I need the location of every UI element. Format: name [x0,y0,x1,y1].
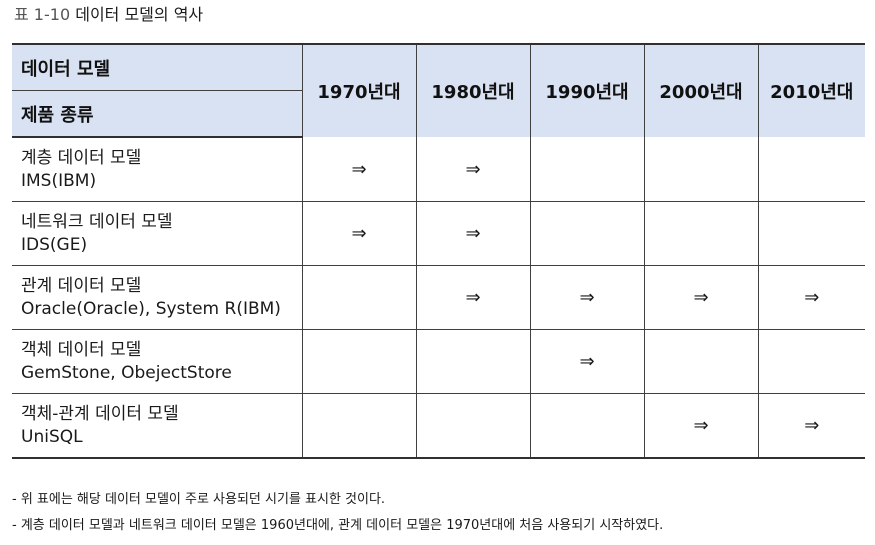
header-year-1970s: 1970년대 [301,43,417,137]
model-name: 객체 데이터 모델 [21,339,142,360]
model-cell: 객체-관계 데이터 모델 UniSQL [12,393,302,459]
period-mark: ⇒ [529,329,644,394]
header-product-type: 제품 종류 [12,90,303,138]
header-year-2010s: 2010년대 [757,43,865,137]
model-name: 관계 데이터 모델 [21,275,142,296]
model-products: IMS(IBM) [21,170,97,191]
period-mark [529,137,644,202]
period-mark [643,329,758,394]
caption-title: 데이터 모델의 역사 [75,5,204,24]
period-mark [301,393,416,459]
period-mark: ⇒ [415,201,530,266]
header-year-1980s: 1980년대 [415,43,531,137]
model-name: 계층 데이터 모델 [21,147,142,168]
model-products: Oracle(Oracle), System R(IBM) [21,298,281,319]
period-mark: ⇒ [301,137,416,202]
header-year-2000s: 2000년대 [643,43,759,137]
model-name: 네트워크 데이터 모델 [21,211,173,232]
note-line: - 계층 데이터 모델과 네트워크 데이터 모델은 1960년대에, 관계 데이… [12,518,664,533]
period-mark [529,201,644,266]
model-name: 객체-관계 데이터 모델 [21,403,179,424]
note-line: - 위 표에는 해당 데이터 모델이 주로 사용되던 시기를 표시한 것이다. [12,492,386,507]
period-mark [301,265,416,330]
model-products: UniSQL [21,426,83,447]
table-row: 네트워크 데이터 모델 IDS(GE) ⇒ ⇒ [12,201,865,266]
model-cell: 계층 데이터 모델 IMS(IBM) [12,137,302,202]
period-mark: ⇒ [643,265,758,330]
period-mark: ⇒ [757,393,865,459]
period-mark [529,393,644,459]
period-mark [643,137,758,202]
table-row: 객체 데이터 모델 GemStone, ObejectStore ⇒ [12,329,865,394]
header-data-model: 데이터 모델 [12,43,303,91]
period-mark [757,329,865,394]
model-products: GemStone, ObejectStore [21,362,232,383]
table-row: 계층 데이터 모델 IMS(IBM) ⇒ ⇒ [12,137,865,202]
table-caption: 표 1-10 데이터 모델의 역사 [14,4,203,26]
period-mark [415,329,530,394]
period-mark [415,393,530,459]
table-row: 객체-관계 데이터 모델 UniSQL ⇒ ⇒ [12,393,865,459]
data-model-history-table: 데이터 모델 1970년대 1980년대 1990년대 2000년대 2010년… [12,43,865,459]
period-mark: ⇒ [529,265,644,330]
model-cell: 네트워크 데이터 모델 IDS(GE) [12,201,302,266]
period-mark: ⇒ [415,137,530,202]
period-mark: ⇒ [415,265,530,330]
period-mark [301,329,416,394]
model-cell: 관계 데이터 모델 Oracle(Oracle), System R(IBM) [12,265,302,330]
period-mark [757,137,865,202]
period-mark: ⇒ [757,265,865,330]
period-mark [757,201,865,266]
header-year-1990s: 1990년대 [529,43,645,137]
caption-label: 표 1-10 [14,5,71,24]
period-mark: ⇒ [643,393,758,459]
table-notes: - 위 표에는 해당 데이터 모델이 주로 사용되던 시기를 표시한 것이다. … [12,487,663,539]
period-mark [643,201,758,266]
table-row: 관계 데이터 모델 Oracle(Oracle), System R(IBM) … [12,265,865,330]
model-products: IDS(GE) [21,234,88,255]
model-cell: 객체 데이터 모델 GemStone, ObejectStore [12,329,302,394]
period-mark: ⇒ [301,201,416,266]
